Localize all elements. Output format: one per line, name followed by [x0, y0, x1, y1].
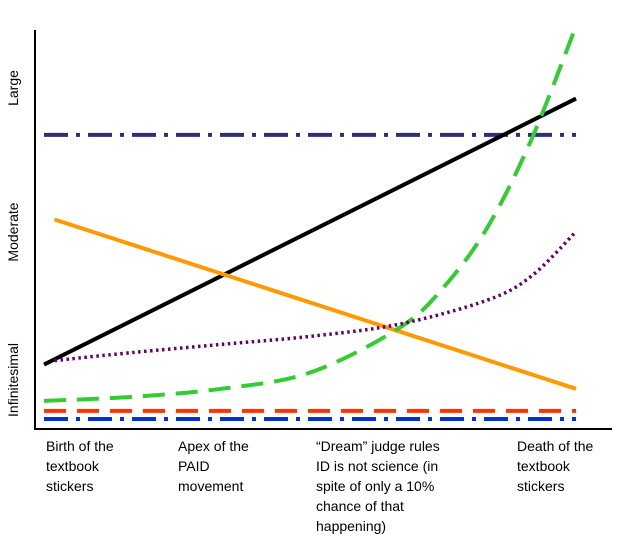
- x-tick-label-birth: Birth of the textbook stickers: [46, 438, 114, 494]
- series-black-solid-line: [43, 96, 577, 367]
- x-tick-label-death: Death of the textbook stickers: [517, 438, 594, 494]
- y-level-label-moderate: Moderate: [5, 202, 21, 261]
- y-level-label-infinitesimal: Infinitesimal: [5, 343, 21, 417]
- series-orange-solid-line: [53, 217, 577, 391]
- series-purple-dotted-curve: [54, 230, 578, 363]
- x-tick-label-apex: Apex of the PAID movement: [178, 438, 249, 494]
- y-level-label-large: Large: [5, 70, 21, 106]
- series-green-dashed-curve: [43, 25, 578, 403]
- x-tick-label-dream-judge: “Dream” judge rules ID is not science (i…: [316, 438, 440, 534]
- series-layer: [43, 25, 578, 421]
